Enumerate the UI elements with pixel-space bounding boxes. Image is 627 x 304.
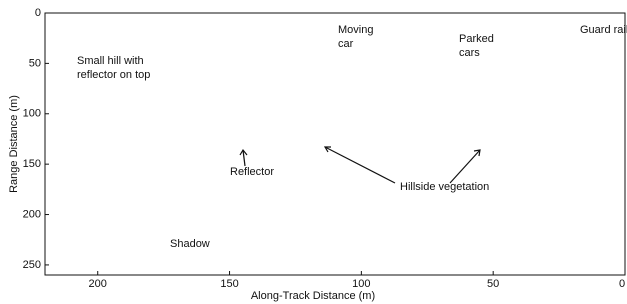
- x-tick-label: 50: [487, 278, 499, 290]
- annotation: car: [338, 38, 354, 50]
- annotation: Moving: [338, 24, 373, 36]
- y-tick-label: 100: [23, 108, 41, 120]
- x-tick-label: 0: [619, 278, 625, 290]
- annotation: Small hill with: [77, 55, 144, 67]
- y-tick-label: 50: [29, 57, 41, 69]
- y-tick-label: 200: [23, 208, 41, 220]
- y-axis-label: Range Distance (m): [8, 95, 20, 193]
- annotation: reflector on top: [77, 69, 150, 81]
- annotation: cars: [459, 47, 480, 59]
- annotation: Guard rail: [580, 24, 627, 36]
- x-axis-label: Along-Track Distance (m): [251, 290, 375, 302]
- annotation: Reflector: [230, 166, 274, 178]
- y-tick-label: 250: [23, 259, 41, 271]
- annotation: Parked: [459, 33, 494, 45]
- x-tick-label: 100: [352, 278, 370, 290]
- chart: Along-Track Distance (m) Range Distance …: [0, 0, 627, 304]
- x-tick-label: 200: [89, 278, 107, 290]
- annotation: Hillside vegetation: [400, 181, 489, 193]
- y-tick-label: 150: [23, 158, 41, 170]
- annotation: Shadow: [170, 238, 210, 250]
- y-tick-label: 0: [35, 7, 41, 19]
- x-tick-label: 150: [220, 278, 238, 290]
